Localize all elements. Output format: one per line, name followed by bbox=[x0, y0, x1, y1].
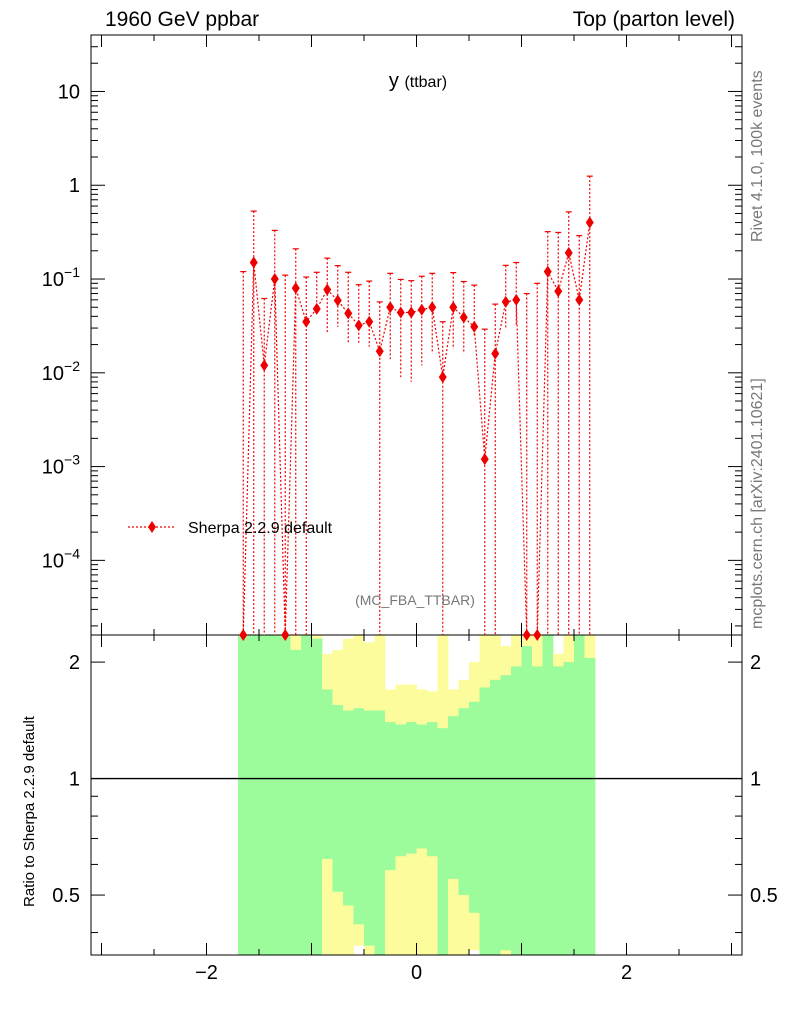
data-point bbox=[575, 293, 584, 306]
text-layer: 10−4 10−3 10−2 10−1 1 10 0.5 0.5 1 1 2 2 −2 0 2 y (ttba… bbox=[42, 70, 778, 984]
ratio-axes bbox=[90, 634, 743, 956]
data-point bbox=[323, 283, 332, 296]
data-point bbox=[375, 345, 384, 358]
data-point bbox=[249, 256, 258, 269]
energy-label: 1960 GeV ppbar bbox=[105, 8, 260, 31]
ratio-inner-band bbox=[448, 716, 459, 880]
ratio-inner-band bbox=[248, 635, 260, 955]
ratio-inner-band bbox=[259, 635, 270, 955]
ratio-inner-band bbox=[574, 635, 585, 955]
process-label: Top (parton level) bbox=[572, 8, 735, 31]
ratio-inner-band bbox=[238, 635, 249, 955]
ratio-inner-band bbox=[521, 646, 533, 955]
ratio-inner-band bbox=[406, 722, 417, 854]
main-ytick-label: 10−2 bbox=[42, 358, 80, 385]
main-axes bbox=[90, 34, 743, 636]
ratio-inner-band bbox=[374, 710, 386, 955]
ratio-inner-band bbox=[469, 701, 480, 913]
legend-marker bbox=[148, 521, 156, 533]
analysis-label: (MC_FBA_TTBAR) bbox=[355, 592, 475, 608]
data-point bbox=[365, 315, 374, 328]
main-ytick-label: 10−4 bbox=[42, 545, 80, 572]
ratio-inner-band bbox=[322, 689, 333, 859]
main-ytick-label: 10−3 bbox=[42, 452, 80, 479]
plot-title: y (ttbar) bbox=[389, 70, 447, 92]
data-point bbox=[459, 311, 468, 324]
data-point bbox=[543, 265, 552, 278]
series-layer bbox=[239, 175, 594, 641]
ratio-inner-band bbox=[500, 675, 512, 951]
data-point bbox=[344, 307, 353, 320]
data-point bbox=[533, 629, 542, 641]
data-point bbox=[354, 319, 363, 332]
data-point bbox=[480, 453, 489, 466]
ratio-inner-band bbox=[479, 687, 491, 955]
ratio-inner-band bbox=[490, 679, 501, 955]
data-point bbox=[281, 629, 290, 641]
data-point bbox=[449, 301, 458, 314]
ratio-ytick-label-right: 0.5 bbox=[750, 885, 778, 907]
data-point bbox=[470, 320, 479, 333]
ratio-inner-band bbox=[385, 722, 396, 871]
ratio-inner-band bbox=[542, 635, 554, 955]
xtick-label: −2 bbox=[195, 962, 218, 984]
data-point bbox=[333, 294, 342, 307]
ratio-inner-band bbox=[427, 722, 438, 857]
ratio-inner-band bbox=[584, 657, 596, 955]
ratio-ytick-label: 1 bbox=[69, 769, 80, 791]
main-ytick-label: 1 bbox=[69, 175, 80, 197]
ratio-ytick-label-right: 1 bbox=[750, 769, 761, 791]
data-point bbox=[491, 347, 500, 360]
data-point bbox=[260, 359, 269, 372]
ratio-inner-band bbox=[458, 708, 470, 896]
ratio-inner-band bbox=[563, 662, 575, 955]
ratio-inner-band bbox=[311, 638, 323, 955]
data-point bbox=[512, 293, 521, 306]
xtick-label: 2 bbox=[621, 962, 632, 984]
ratio-inner-band bbox=[290, 649, 302, 955]
ratio-ytick-label: 0.5 bbox=[52, 885, 80, 907]
data-point bbox=[312, 302, 321, 315]
legend-label: Sherpa 2.2.9 default bbox=[188, 520, 333, 537]
data-point bbox=[585, 216, 594, 229]
ratio-inner-band bbox=[269, 635, 281, 955]
ratio-inner-band bbox=[511, 666, 522, 955]
main-frame bbox=[90, 34, 743, 636]
data-point bbox=[428, 301, 437, 314]
ratio-inner-band bbox=[301, 635, 312, 955]
xtick-label: 0 bbox=[411, 962, 422, 984]
ratio-inner-band bbox=[395, 724, 407, 857]
ratio-ytick-label: 2 bbox=[69, 652, 80, 674]
data-point bbox=[291, 282, 300, 295]
ratio-inner-band bbox=[280, 635, 291, 955]
data-point bbox=[554, 285, 563, 298]
ratio-ytick-label-right: 2 bbox=[750, 652, 761, 674]
data-point bbox=[522, 629, 531, 641]
data-point bbox=[386, 301, 395, 314]
data-point bbox=[396, 306, 405, 319]
ratio-inner-band bbox=[364, 710, 375, 946]
ratio-inner-band bbox=[532, 666, 543, 955]
data-point bbox=[501, 295, 510, 308]
data-point bbox=[438, 371, 447, 384]
ratio-inner-band bbox=[437, 728, 449, 955]
data-point bbox=[407, 306, 416, 319]
ratio-inner-band bbox=[353, 708, 365, 925]
data-point bbox=[417, 303, 426, 316]
ratio-bands bbox=[238, 635, 596, 955]
data-point bbox=[302, 315, 311, 328]
main-ytick-label: 10 bbox=[58, 81, 80, 103]
ratio-inner-band bbox=[416, 724, 428, 849]
data-point bbox=[239, 629, 248, 641]
data-point bbox=[564, 246, 573, 259]
ratio-inner-band bbox=[553, 666, 564, 955]
ratio-inner-band bbox=[332, 704, 344, 892]
main-ytick-label: 10−1 bbox=[42, 264, 80, 291]
data-point bbox=[270, 273, 279, 286]
ratio-inner-band bbox=[343, 710, 354, 906]
